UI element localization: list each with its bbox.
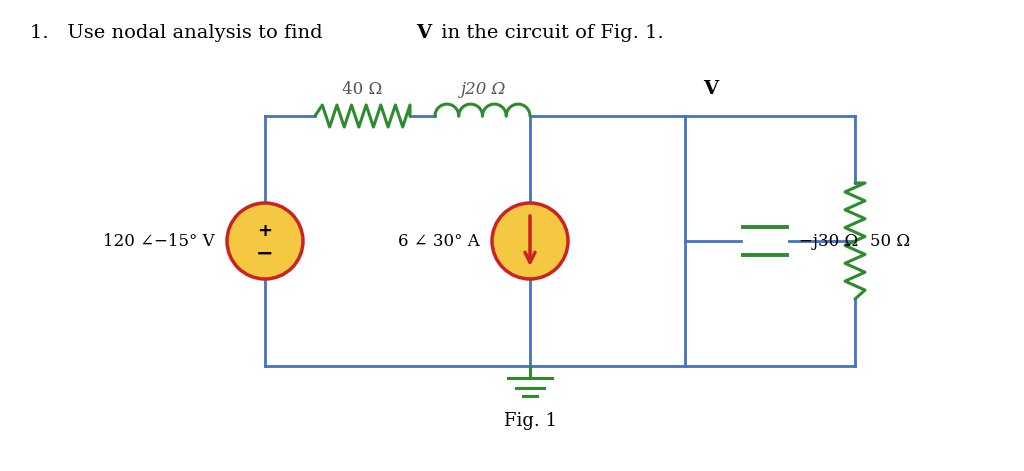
Text: 6 ∠ 30° A: 6 ∠ 30° A	[398, 233, 480, 250]
Text: 50 Ω: 50 Ω	[870, 233, 910, 250]
Text: j20 Ω: j20 Ω	[460, 81, 505, 98]
Text: in the circuit of Fig. 1.: in the circuit of Fig. 1.	[435, 24, 664, 42]
Circle shape	[492, 203, 568, 279]
Text: +: +	[257, 222, 272, 240]
Circle shape	[227, 203, 303, 279]
Text: −j30 Ω: −j30 Ω	[799, 233, 858, 250]
Text: Fig. 1: Fig. 1	[504, 412, 556, 430]
Text: V: V	[703, 80, 718, 98]
Text: 1.   Use nodal analysis to find: 1. Use nodal analysis to find	[30, 24, 329, 42]
Text: 40 Ω: 40 Ω	[342, 81, 383, 98]
Text: −: −	[256, 244, 273, 264]
Text: V: V	[416, 24, 431, 42]
Text: 120 ∠−15° V: 120 ∠−15° V	[103, 233, 215, 250]
